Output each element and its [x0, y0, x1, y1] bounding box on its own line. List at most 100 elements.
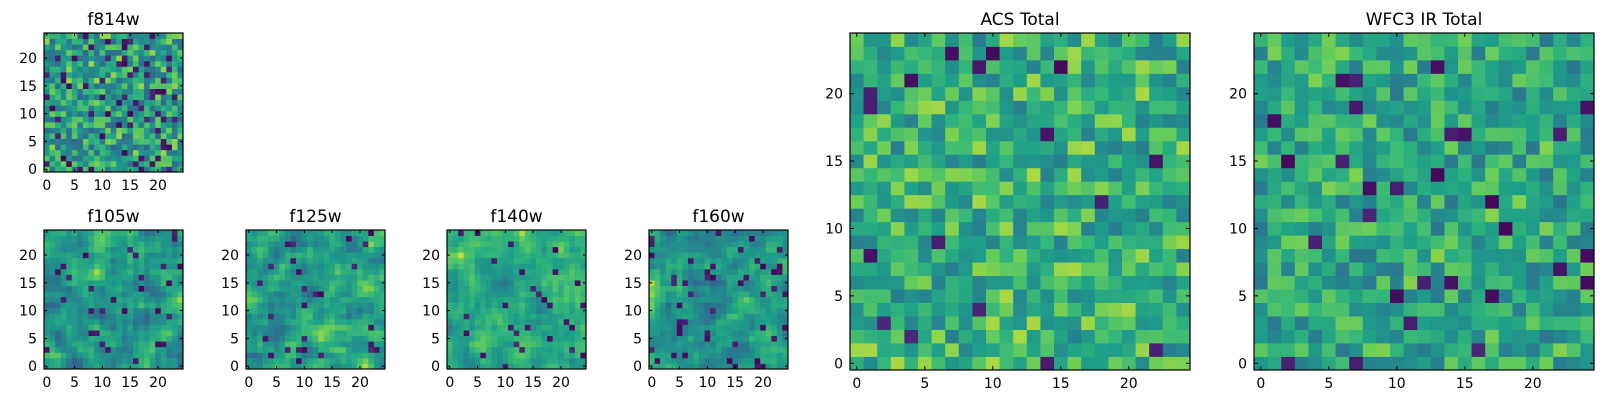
heatmap-cell [60, 335, 67, 342]
heatmap-cell [132, 296, 139, 303]
heatmap-cell [474, 313, 481, 320]
y-tick-label: 0 [834, 356, 843, 372]
heatmap-cell [743, 346, 750, 353]
heatmap-cell [127, 83, 134, 89]
heatmap-cell [373, 252, 380, 259]
heatmap-cell [1322, 316, 1336, 330]
heatmap-cell [166, 285, 173, 292]
heatmap-cell [502, 341, 509, 348]
heatmap-cell [782, 291, 789, 298]
heatmap-cell [307, 291, 314, 298]
heatmap-cell [737, 346, 744, 353]
heatmap-cell [1458, 356, 1472, 371]
heatmap-cell [160, 291, 167, 298]
heatmap-cell [1094, 356, 1109, 371]
heatmap-cell [1135, 33, 1150, 47]
heatmap-cell [760, 330, 767, 337]
heatmap-cell [49, 274, 56, 281]
heatmap-cell [558, 246, 565, 253]
heatmap-cell [676, 268, 683, 275]
heatmap-cell [519, 274, 526, 281]
heatmap-cell [116, 155, 123, 162]
heatmap-cell [452, 363, 459, 370]
heatmap-cell [71, 274, 78, 281]
y-tick-label: 10 [624, 304, 642, 320]
heatmap-cell [71, 49, 78, 56]
heatmap-cell [524, 307, 531, 314]
heatmap-cell [166, 127, 173, 134]
heatmap-cell [290, 302, 297, 309]
heatmap-cell [1081, 208, 1096, 223]
heatmap-cell [1281, 73, 1296, 88]
heatmap-cell [726, 241, 733, 248]
heatmap-cell [1122, 33, 1136, 47]
heatmap-cell [547, 313, 554, 320]
heatmap-cell [715, 263, 722, 270]
heatmap-cell [749, 307, 756, 314]
heatmap-cell [99, 44, 106, 51]
heatmap-cell [737, 352, 744, 359]
heatmap-cell [138, 144, 145, 151]
heatmap-cell [66, 246, 73, 253]
heatmap-cell [704, 324, 711, 331]
heatmap-cell [1498, 343, 1513, 357]
heatmap-cell [1362, 275, 1377, 290]
heatmap-cell [754, 335, 761, 342]
heatmap-cell [373, 274, 380, 281]
heatmap-cell [999, 181, 1014, 196]
heatmap-cell [160, 302, 167, 309]
heatmap-cell [776, 313, 783, 320]
heatmap-cell [447, 241, 453, 248]
heatmap-cell [346, 346, 353, 353]
heatmap-cell [138, 363, 145, 370]
heatmap-cell [71, 110, 78, 117]
heatmap-cell [121, 166, 128, 173]
y-tick-label: 5 [230, 331, 239, 347]
heatmap-cell [312, 357, 319, 364]
heatmap-cell [82, 341, 89, 348]
heatmap-cell [687, 352, 694, 359]
heatmap-cell [535, 280, 542, 286]
heatmap-cell [1176, 33, 1191, 47]
heatmap-cell [530, 296, 537, 303]
heatmap-cell [485, 318, 492, 325]
heatmap-cell [312, 252, 319, 259]
heatmap-cell [458, 313, 465, 320]
heatmap-cell [116, 94, 123, 101]
heatmap-cell [547, 268, 554, 275]
heatmap-cell [972, 343, 987, 357]
heatmap-cell [166, 38, 173, 45]
heatmap-cell [55, 252, 62, 259]
heatmap-cell [1254, 86, 1268, 101]
heatmap-cell [362, 285, 369, 292]
heatmap-cell [105, 302, 112, 309]
heatmap-cell [563, 330, 570, 337]
heatmap-cell [329, 330, 336, 337]
y-tick-label: 20 [1229, 87, 1247, 103]
heatmap-cell [66, 38, 73, 45]
heatmap-cell [580, 257, 587, 264]
heatmap-cell [166, 280, 173, 286]
heatmap-cell [160, 121, 167, 128]
heatmap-cell [1040, 86, 1055, 101]
heatmap-cell [765, 252, 772, 259]
heatmap-cell [149, 44, 156, 51]
heatmap-cell [71, 291, 78, 298]
heatmap-cell [726, 302, 733, 309]
heatmap-cell [121, 241, 128, 248]
heatmap-cell [1526, 181, 1540, 196]
heatmap-cell [138, 121, 145, 128]
heatmap-cell [749, 257, 756, 264]
heatmap-cell [121, 307, 128, 314]
heatmap-cell [55, 127, 62, 134]
heatmap-cell [1026, 329, 1041, 344]
heatmap-cell [945, 59, 960, 74]
heatmap-cell [1471, 154, 1486, 169]
heatmap-cell [693, 318, 700, 325]
heatmap-cell [890, 235, 905, 250]
heatmap-cell [257, 252, 264, 259]
heatmap-cell [149, 160, 156, 167]
heatmap-cell [480, 268, 487, 275]
heatmap-cell [105, 60, 112, 67]
heatmap-cell [1498, 73, 1513, 88]
